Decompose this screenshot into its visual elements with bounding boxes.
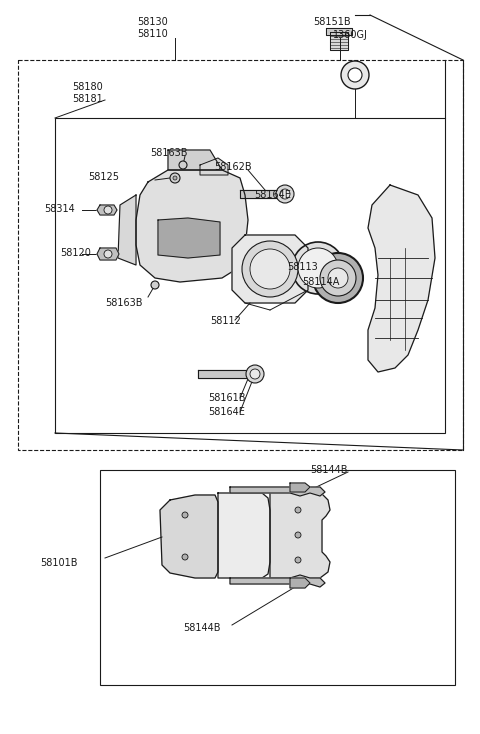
Polygon shape [326,28,352,35]
Text: 58110: 58110 [137,29,168,39]
Text: 58164E: 58164E [208,407,245,417]
Circle shape [182,554,188,560]
Text: 58180: 58180 [72,82,103,92]
Text: 58101B: 58101B [40,558,77,568]
Circle shape [170,173,180,183]
Text: 58161B: 58161B [208,393,245,403]
Circle shape [295,507,301,513]
Polygon shape [230,575,325,587]
Text: 58113: 58113 [287,262,318,272]
Circle shape [341,61,369,89]
Circle shape [250,249,290,289]
Polygon shape [158,218,220,258]
Polygon shape [200,158,228,175]
Circle shape [276,185,294,203]
Text: 58120: 58120 [60,248,91,258]
Polygon shape [232,235,308,303]
Text: 58314: 58314 [44,204,75,214]
Circle shape [320,260,356,296]
Polygon shape [270,492,330,578]
Text: 58112: 58112 [210,316,241,326]
Text: 58114A: 58114A [302,277,339,287]
Polygon shape [240,190,285,198]
Bar [18,60,463,450]
Text: 58181: 58181 [72,94,103,104]
Polygon shape [97,205,117,215]
Circle shape [295,557,301,563]
Text: 58144B: 58144B [183,623,220,633]
Polygon shape [160,495,218,578]
Text: 58162B: 58162B [214,162,252,172]
Text: 58125: 58125 [88,172,119,182]
Polygon shape [136,170,248,282]
Text: 1360GJ: 1360GJ [333,30,368,40]
Circle shape [280,189,290,199]
Polygon shape [230,487,325,496]
Circle shape [179,161,187,169]
Polygon shape [330,32,348,50]
Text: 58163B: 58163B [105,298,143,308]
Circle shape [292,242,344,294]
Text: 58163B: 58163B [150,148,188,158]
Polygon shape [290,483,310,492]
Circle shape [250,369,260,379]
Circle shape [246,365,264,383]
Circle shape [173,176,177,180]
Circle shape [182,512,188,518]
Circle shape [298,248,338,288]
Polygon shape [198,370,255,378]
Circle shape [242,241,298,297]
Polygon shape [368,185,435,372]
Circle shape [328,268,348,288]
Circle shape [104,206,112,214]
Bar [100,470,455,685]
Circle shape [348,68,362,82]
Text: 58164E: 58164E [254,190,291,200]
Circle shape [295,532,301,538]
Polygon shape [168,150,222,170]
Text: 58151B: 58151B [313,17,350,27]
Bar [55,118,445,433]
Polygon shape [118,195,136,265]
Circle shape [151,281,159,289]
Text: 58144B: 58144B [310,465,348,475]
Circle shape [104,250,112,258]
Text: 58130: 58130 [137,17,168,27]
Polygon shape [218,493,270,578]
Polygon shape [97,248,119,260]
Circle shape [313,253,363,303]
Polygon shape [290,578,310,588]
